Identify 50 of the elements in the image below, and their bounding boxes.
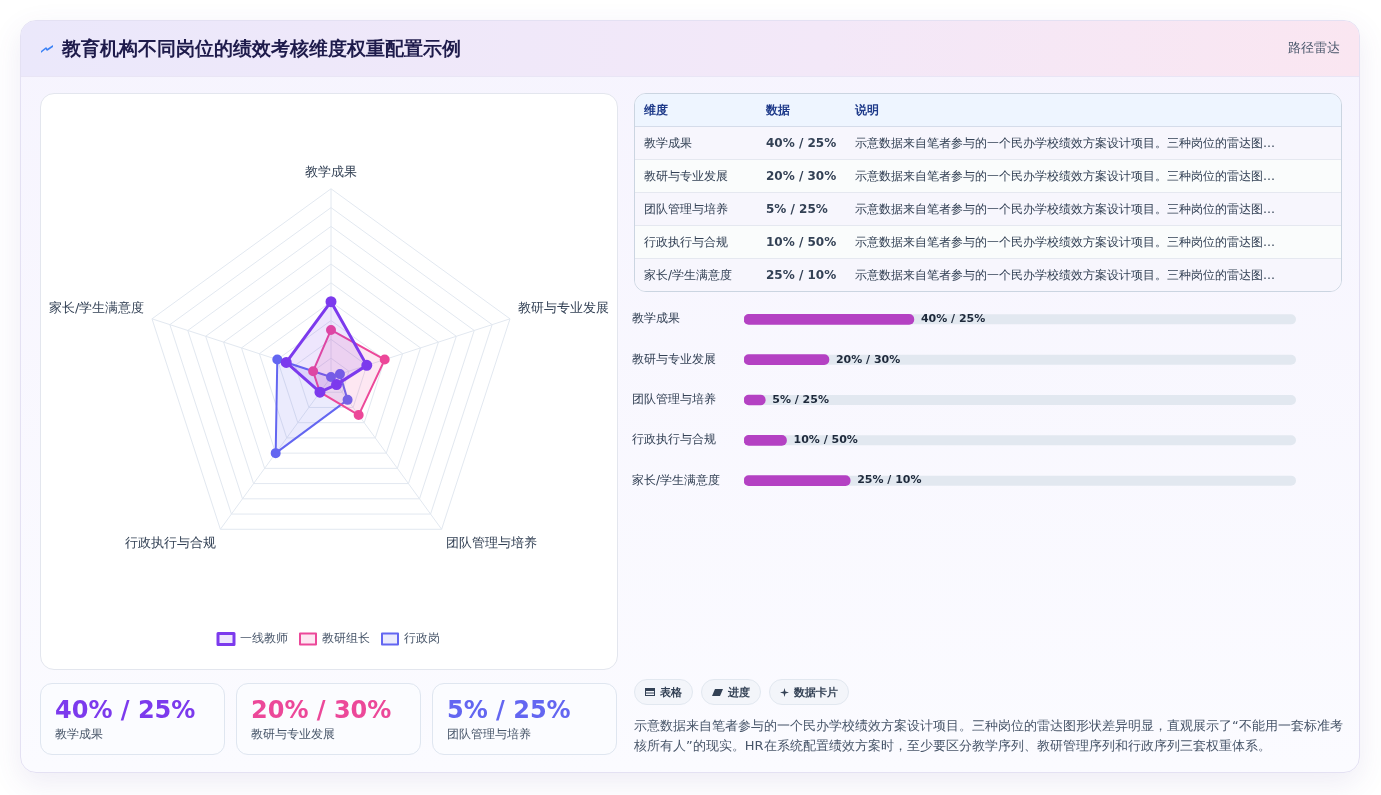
text: 示意数据来自笔者参与的一个民办学校绩效方案设计项目。三种岗位的雷达图形状差异明显，直观展示了“不能用一套标准考核所有人”的现实。HR在系统配置绩效方案时，至少要区分教学序列、教研管理序列和行政序列三套权重体系。 [634,717,1344,755]
text: 10% / 50% [766,235,837,249]
text: 示意数据来自笔者参与的一个民办学校绩效方案设计项目。三种岗位的雷达图… [855,267,1275,282]
data-label: 20% / 30% [835,352,901,366]
category-label: 维度 [643,101,669,119]
bar [744,434,787,446]
text: 40% / 25% [766,136,837,150]
data-label: 10% / 50% [793,433,858,447]
y-tick-label: 团队管理与培养 [632,392,716,407]
category-label: 数据卡片 [794,684,838,700]
text: 40% / 25% [55,696,196,724]
category-label: 团队管理与培养 [644,201,728,216]
text: 示意数据来自笔者参与的一个民办学校绩效方案设计项目。三种岗位的雷达图… [855,234,1275,249]
y-tick-label: 行政执行与合规 [632,432,716,447]
text: 示意数据来自笔者参与的一个民办学校绩效方案设计项目。三种岗位的雷达图… [855,135,1275,150]
y-tick-label: 家长/学生满意度 [632,472,721,487]
chart-title: 教育机构不同岗位的绩效考核维度权重配置示例 [62,36,461,61]
category-label: 家长/学生满意度 [644,267,733,282]
category-label: 教学成果 [55,726,104,743]
spoke-label: 教学成果 [305,164,357,180]
category-label: 行政执行与合规 [644,234,728,249]
category-label: 教研与专业发展 [644,168,728,183]
text: 5% / 25% [766,202,828,216]
text: 20% / 30% [251,696,392,724]
bar [744,354,830,366]
legend-label: 一线教师 [240,631,288,646]
text: 20% / 30% [766,169,837,183]
data-label: 40% / 25% [920,312,986,326]
category-label: 数据 [765,101,791,119]
text: 示意数据来自笔者参与的一个民办学校绩效方案设计项目。三种岗位的雷达图… [855,201,1275,216]
data-label: 25% / 10% [857,473,922,487]
spoke-label: 家长/学生满意度 [48,299,145,315]
text: 示意数据来自笔者参与的一个民办学校绩效方案设计项目。三种岗位的雷达图… [855,168,1275,183]
text: 路径雷达 [1288,40,1340,56]
category-label: 进度 [728,684,750,700]
legend-label: 教研组长 [322,631,370,646]
category-label: 教研与专业发展 [251,726,336,743]
category-label: 说明 [854,101,880,119]
category-label: 团队管理与培养 [447,726,532,743]
spoke-label: 团队管理与培养 [446,534,538,550]
y-tick-label: 教学成果 [632,311,680,326]
y-tick-label: 教研与专业发展 [632,351,716,366]
spoke-label: 教研与专业发展 [517,299,609,315]
legend-label: 行政岗 [404,631,440,646]
text: 25% / 10% [766,268,837,282]
data-label: 5% / 25% [772,392,829,406]
text: 5% / 25% [447,696,571,724]
spoke-label: 行政执行与合规 [124,534,216,550]
bar [744,475,851,486]
category-label: 表格 [660,684,682,700]
